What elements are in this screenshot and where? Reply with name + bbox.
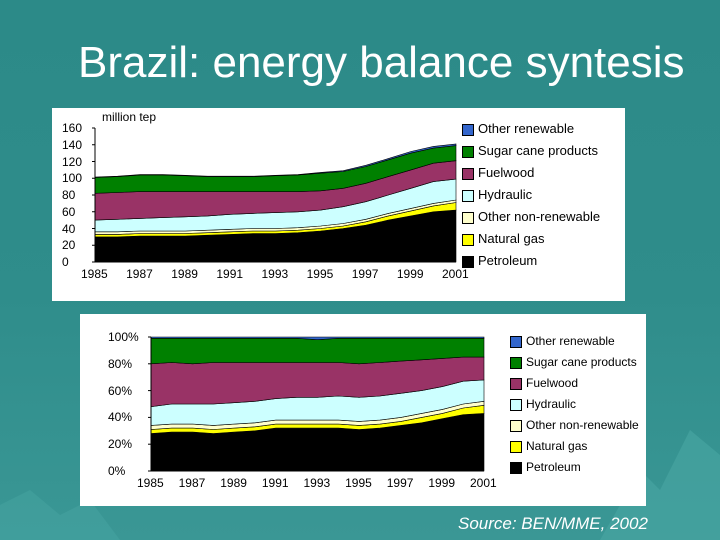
chart-percent xyxy=(148,336,485,472)
legend-label: Natural gas xyxy=(478,231,545,246)
y-tick-label: 0% xyxy=(108,464,126,478)
legend-label: Other non-renewable xyxy=(526,418,639,432)
legend-label: Sugar cane products xyxy=(478,143,598,158)
legend-swatch xyxy=(462,190,474,202)
legend-label: Other non-renewable xyxy=(478,209,601,224)
x-tick-label: 1993 xyxy=(261,267,289,281)
x-tick-label: 1995 xyxy=(345,476,372,490)
slide-title: Brazil: energy balance syntesis xyxy=(78,38,685,87)
y-tick-label: 60 xyxy=(62,204,76,219)
legend-label: Natural gas xyxy=(526,439,588,453)
y-tick-label: 120 xyxy=(62,154,83,169)
legend-swatch xyxy=(510,357,522,369)
area-other-renewable xyxy=(94,143,457,178)
legend-swatch xyxy=(510,399,522,411)
legend-label: Hydraulic xyxy=(478,187,533,202)
chart-absolute xyxy=(92,127,457,263)
x-tick-label: 1997 xyxy=(351,267,379,281)
y-tick-label: 20% xyxy=(108,437,133,452)
legend-label: Petroleum xyxy=(478,253,538,268)
legend-label: Sugar cane products xyxy=(526,355,637,369)
x-tick-label: 1999 xyxy=(396,267,424,281)
x-tick-label: 2001 xyxy=(442,267,469,281)
x-tick-label: 1995 xyxy=(306,267,334,281)
legend-swatch xyxy=(510,336,522,348)
legend-swatch xyxy=(510,378,522,390)
x-tick-label: 1989 xyxy=(171,267,198,281)
y-tick-label: 80 xyxy=(62,188,76,202)
x-tick-label: 1999 xyxy=(428,476,456,490)
y-tick-label: 20 xyxy=(62,238,76,253)
y-tick-label: 160 xyxy=(62,121,83,135)
x-tick-label: 1985 xyxy=(137,476,164,490)
legend-label: Other renewable xyxy=(526,334,615,348)
legend-label: Other renewable xyxy=(478,121,575,136)
x-tick-label: 1985 xyxy=(81,267,108,281)
y-tick-label: 100 xyxy=(62,171,83,186)
x-tick-label: 1987 xyxy=(126,267,153,281)
x-tick-label: 2001 xyxy=(470,476,497,490)
legend-swatch xyxy=(462,146,474,158)
y-tick-label: 100% xyxy=(108,330,139,344)
y-tick-label: 60% xyxy=(108,383,133,398)
y-tick-label: 140 xyxy=(62,137,83,152)
x-tick-label: 1997 xyxy=(386,476,414,490)
chart-percent-panel: 100% 80% 60% 40% 20% 0% 1985 1987 1989 1991 1993 1… xyxy=(80,314,646,506)
x-tick-label: 1991 xyxy=(216,267,244,281)
source-note: Source: BEN/MME, 2002 xyxy=(458,514,648,533)
y-axis-unit-label: million tep xyxy=(102,110,157,124)
legend-label: Petroleum xyxy=(526,460,581,474)
y-tick-label: 40 xyxy=(62,221,76,236)
legend-label: Fuelwood xyxy=(526,376,579,390)
legend-swatch xyxy=(462,234,474,246)
x-tick-label: 1991 xyxy=(261,476,289,490)
legend-swatch xyxy=(510,462,522,474)
y-tick-label: 0 xyxy=(62,255,69,269)
x-tick-label: 1987 xyxy=(178,476,206,490)
x-tick-label: 1993 xyxy=(303,476,331,490)
legend-swatch xyxy=(510,441,522,453)
area-other-renewable xyxy=(150,336,485,341)
legend-swatch xyxy=(510,420,522,432)
legend-swatch xyxy=(462,256,474,268)
legend-swatch xyxy=(462,168,474,180)
legend-swatch xyxy=(462,124,474,136)
y-tick-label: 80% xyxy=(108,356,133,371)
x-tick-label: 1989 xyxy=(220,476,247,490)
legend-label: Hydraulic xyxy=(526,397,577,411)
chart-absolute-panel: million tep 160 140 120 100 80 60 40 20 0 1985 19… xyxy=(52,108,625,301)
y-tick-label: 40% xyxy=(108,410,133,425)
legend-label: Fuelwood xyxy=(478,165,535,180)
legend-swatch xyxy=(462,212,474,224)
